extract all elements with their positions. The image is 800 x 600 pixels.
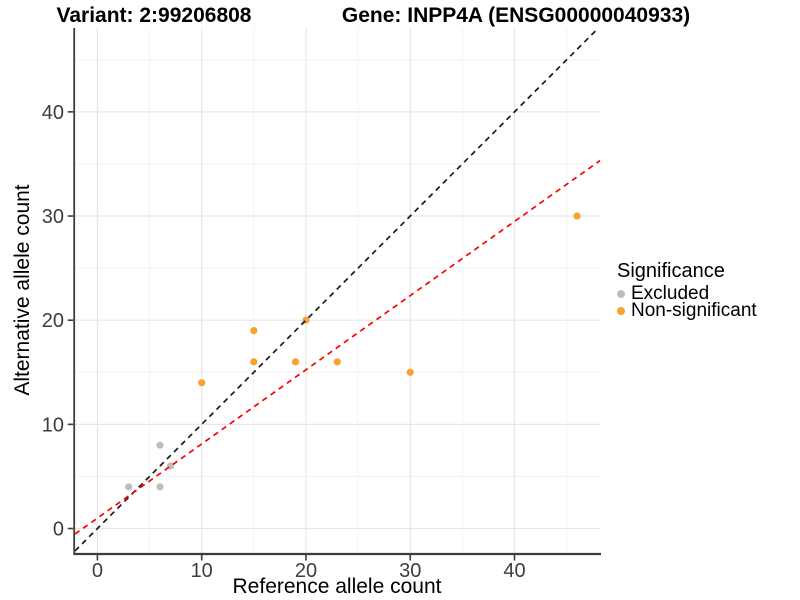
y-tick-label: 0	[53, 519, 64, 541]
legend-item-label: Excluded	[631, 282, 710, 304]
x-tick-label: 20	[295, 560, 317, 582]
data-point-excluded	[125, 483, 133, 491]
data-point-non-significant	[573, 212, 581, 220]
data-point-non-significant	[291, 358, 300, 366]
non-significant-swatch-icon	[617, 306, 625, 315]
legend-item-label: Non-significant	[631, 299, 757, 321]
legend: Significance Excluded Non-significant	[617, 260, 757, 321]
x-tick-label: 30	[399, 560, 421, 582]
excluded-swatch-icon	[617, 289, 625, 298]
identity-line	[74, 27, 600, 552]
data-point-non-significant	[250, 327, 258, 335]
data-point-non-significant	[406, 368, 414, 376]
y-tick-label: 30	[42, 206, 64, 228]
y-tick-label: 40	[42, 102, 64, 124]
expected-ratio-line	[74, 159, 601, 535]
plot-title-variant: Variant: 2:99206808	[56, 4, 252, 27]
y-tick-label: 20	[42, 310, 64, 332]
legend-item-non-significant: Non-significant	[617, 299, 757, 321]
y-axis-title: Alternative allele count	[11, 184, 34, 396]
x-tick-label: 0	[92, 560, 103, 582]
legend-title: Significance	[617, 260, 725, 282]
data-point-excluded	[156, 483, 164, 491]
x-tick-label: 10	[191, 560, 213, 582]
x-tick-label: 40	[503, 560, 525, 582]
plot-title-gene: Gene: INPP4A (ENSG00000040933)	[341, 4, 691, 27]
data-point-excluded	[156, 441, 164, 449]
x-axis-title: Reference allele count	[232, 575, 442, 598]
y-tick-label: 10	[42, 414, 64, 436]
data-point-non-significant	[250, 358, 258, 366]
data-point-non-significant	[198, 379, 206, 387]
data-point-non-significant	[333, 358, 341, 366]
legend-item-excluded: Excluded	[617, 282, 757, 304]
